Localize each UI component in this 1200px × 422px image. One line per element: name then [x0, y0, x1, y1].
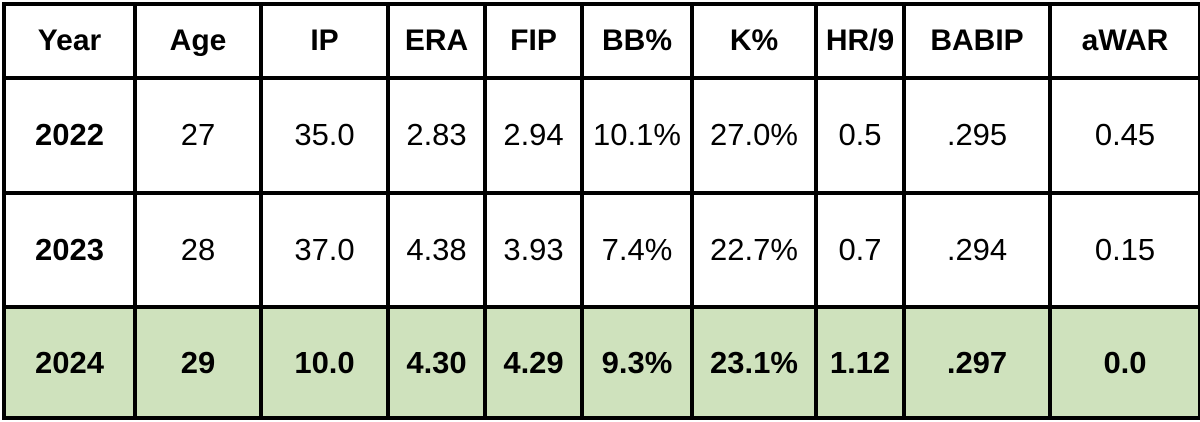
cell-bb-pct: 7.4%	[580, 190, 694, 310]
cell-fip: 3.93	[483, 190, 584, 310]
cell-year: 2022	[2, 76, 137, 195]
header-year: Year	[2, 2, 137, 80]
cell-age: 27	[133, 76, 263, 195]
cell-era: 4.38	[386, 190, 487, 310]
cell-bb-pct: 10.1%	[580, 76, 694, 195]
cell-age: 29	[133, 305, 263, 420]
cell-babip: .294	[902, 190, 1052, 310]
header-fip: FIP	[483, 2, 584, 80]
cell-k-pct: 27.0%	[690, 76, 818, 195]
cell-fip: 2.94	[483, 76, 584, 195]
cell-k-pct: 23.1%	[690, 305, 818, 420]
cell-bb-pct: 9.3%	[580, 305, 694, 420]
table-row: 2023 28 37.0 4.38 3.93 7.4% 22.7% 0.7 .2…	[2, 190, 1200, 310]
header-row: Year Age IP ERA FIP BB% K% HR/9 BABIP aW…	[2, 2, 1200, 80]
cell-ip: 37.0	[259, 190, 390, 310]
cell-babip: .297	[902, 305, 1052, 420]
cell-fip: 4.29	[483, 305, 584, 420]
cell-era: 2.83	[386, 76, 487, 195]
cell-era: 4.30	[386, 305, 487, 420]
cell-k-pct: 22.7%	[690, 190, 818, 310]
cell-babip: .295	[902, 76, 1052, 195]
header-awar: aWAR	[1048, 2, 1200, 80]
table-row-highlighted: 2024 29 10.0 4.30 4.29 9.3% 23.1% 1.12 .…	[2, 305, 1200, 420]
cell-ip: 10.0	[259, 305, 390, 420]
cell-age: 28	[133, 190, 263, 310]
header-hr-per-9: HR/9	[814, 2, 906, 80]
cell-ip: 35.0	[259, 76, 390, 195]
header-bb-pct: BB%	[580, 2, 694, 80]
header-k-pct: K%	[690, 2, 818, 80]
cell-awar: 0.0	[1048, 305, 1200, 420]
table-row: 2022 27 35.0 2.83 2.94 10.1% 27.0% 0.5 .…	[2, 76, 1200, 195]
cell-year: 2024	[2, 305, 137, 420]
header-ip: IP	[259, 2, 390, 80]
cell-year: 2023	[2, 190, 137, 310]
header-era: ERA	[386, 2, 487, 80]
cell-hr-per-9: 0.5	[814, 76, 906, 195]
cell-awar: 0.15	[1048, 190, 1200, 310]
header-age: Age	[133, 2, 263, 80]
cell-hr-per-9: 0.7	[814, 190, 906, 310]
cell-hr-per-9: 1.12	[814, 305, 906, 420]
cell-awar: 0.45	[1048, 76, 1200, 195]
header-babip: BABIP	[902, 2, 1052, 80]
